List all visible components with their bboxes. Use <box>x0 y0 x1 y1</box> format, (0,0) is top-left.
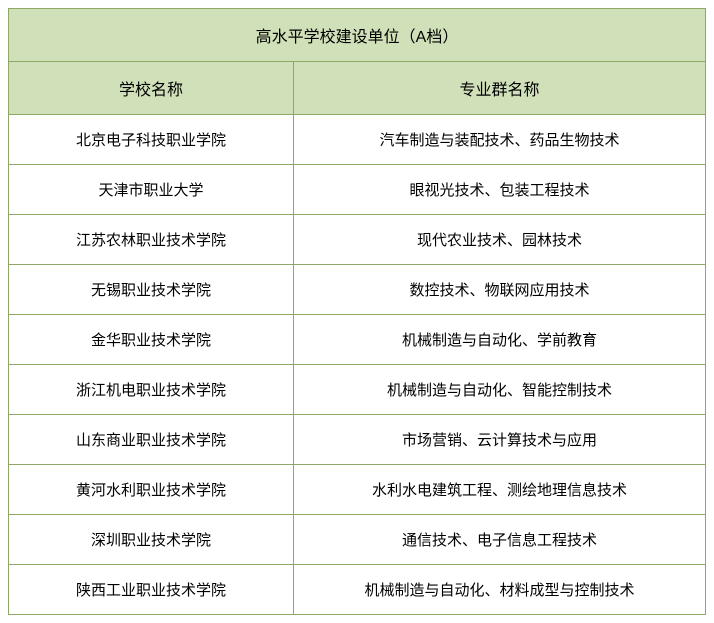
major-name-cell: 机械制造与自动化、学前教育 <box>294 315 705 364</box>
school-name-cell: 浙江机电职业技术学院 <box>9 365 294 414</box>
table-row: 陕西工业职业技术学院 机械制造与自动化、材料成型与控制技术 <box>9 565 705 614</box>
school-name-cell: 无锡职业技术学院 <box>9 265 294 314</box>
school-name-cell: 天津市职业大学 <box>9 165 294 214</box>
major-name-cell: 数控技术、物联网应用技术 <box>294 265 705 314</box>
table-row: 黄河水利职业技术学院 水利水电建筑工程、测绘地理信息技术 <box>9 465 705 515</box>
table-row: 深圳职业技术学院 通信技术、电子信息工程技术 <box>9 515 705 565</box>
schools-table: 高水平学校建设单位（A档） 学校名称 专业群名称 北京电子科技职业学院 汽车制造… <box>8 8 706 615</box>
major-name-cell: 机械制造与自动化、智能控制技术 <box>294 365 705 414</box>
school-name-cell: 山东商业职业技术学院 <box>9 415 294 464</box>
table-row: 浙江机电职业技术学院 机械制造与自动化、智能控制技术 <box>9 365 705 415</box>
major-name-cell: 现代农业技术、园林技术 <box>294 215 705 264</box>
table-row: 金华职业技术学院 机械制造与自动化、学前教育 <box>9 315 705 365</box>
table-row: 江苏农林职业技术学院 现代农业技术、园林技术 <box>9 215 705 265</box>
school-name-cell: 金华职业技术学院 <box>9 315 294 364</box>
table-row: 无锡职业技术学院 数控技术、物联网应用技术 <box>9 265 705 315</box>
major-name-cell: 水利水电建筑工程、测绘地理信息技术 <box>294 465 705 514</box>
table-row: 天津市职业大学 眼视光技术、包装工程技术 <box>9 165 705 215</box>
school-name-cell: 深圳职业技术学院 <box>9 515 294 564</box>
major-name-cell: 市场营销、云计算技术与应用 <box>294 415 705 464</box>
table-row: 山东商业职业技术学院 市场营销、云计算技术与应用 <box>9 415 705 465</box>
major-name-cell: 汽车制造与装配技术、药品生物技术 <box>294 115 705 164</box>
table-header-row: 学校名称 专业群名称 <box>9 62 705 115</box>
school-name-cell: 江苏农林职业技术学院 <box>9 215 294 264</box>
table-title: 高水平学校建设单位（A档） <box>9 9 705 62</box>
major-name-cell: 机械制造与自动化、材料成型与控制技术 <box>294 565 705 614</box>
major-name-cell: 通信技术、电子信息工程技术 <box>294 515 705 564</box>
school-name-cell: 陕西工业职业技术学院 <box>9 565 294 614</box>
table-row: 北京电子科技职业学院 汽车制造与装配技术、药品生物技术 <box>9 115 705 165</box>
column-header-school: 学校名称 <box>9 62 294 114</box>
column-header-major: 专业群名称 <box>294 62 705 114</box>
major-name-cell: 眼视光技术、包装工程技术 <box>294 165 705 214</box>
school-name-cell: 北京电子科技职业学院 <box>9 115 294 164</box>
school-name-cell: 黄河水利职业技术学院 <box>9 465 294 514</box>
